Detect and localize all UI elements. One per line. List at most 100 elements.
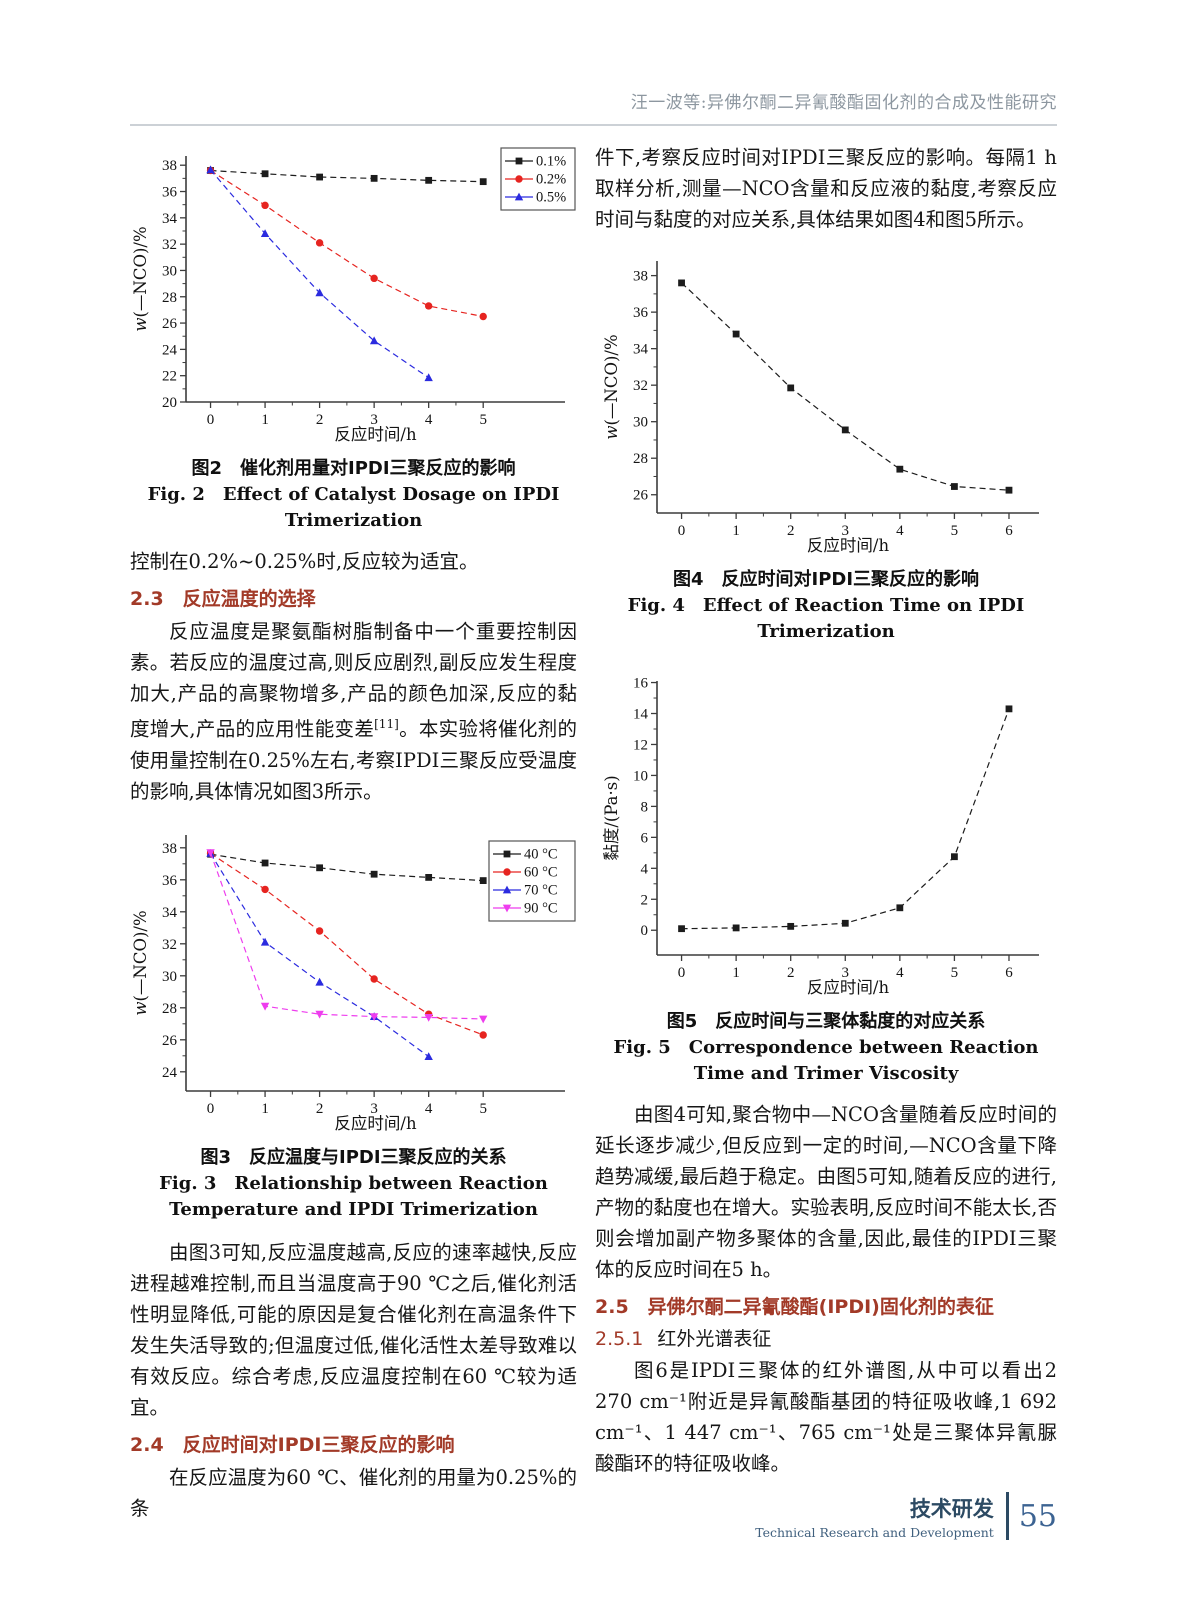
- figure5-caption-en: Fig. 5 Correspondence between Reaction T…: [613, 1037, 1039, 1084]
- svg-text:w(—NCO)/%: w(—NCO)/%: [131, 226, 150, 331]
- svg-text:30: 30: [162, 263, 177, 279]
- svg-text:0: 0: [678, 965, 686, 981]
- svg-text:32: 32: [162, 936, 177, 952]
- svg-text:5: 5: [479, 412, 487, 428]
- svg-text:24: 24: [162, 1064, 178, 1080]
- svg-text:22: 22: [162, 369, 177, 385]
- svg-text:60 °C: 60 °C: [524, 864, 558, 880]
- figure3: 0 1 2 3 4 5 24 26 28 30 32 34 36 38 反应时间/h w(—NCO)/% 40 …: [130, 825, 577, 1223]
- svg-text:34: 34: [633, 342, 649, 358]
- figure4-caption-zh: 图4 反应时间对IPDI三聚反应的影响: [672, 569, 980, 590]
- svg-text:10: 10: [633, 768, 648, 784]
- paragraph: 件下,考察反应时间对IPDI三聚反应的影响。每隔1 h取样分析,测量—NCO含量…: [595, 146, 1057, 231]
- svg-text:26: 26: [162, 316, 178, 332]
- svg-text:90 °C: 90 °C: [524, 900, 558, 916]
- footer-section-zh: 技术研发: [909, 1496, 994, 1521]
- section-heading-2-5: 2.5 异佛尔酮二异氰酸酯(IPDI)固化剂的表征: [595, 1296, 994, 1318]
- svg-text:0: 0: [207, 412, 215, 428]
- svg-text:3: 3: [842, 965, 850, 981]
- svg-text:32: 32: [633, 378, 648, 394]
- svg-text:w(—NCO)/%: w(—NCO)/%: [131, 910, 150, 1015]
- svg-text:16: 16: [633, 676, 649, 692]
- svg-text:w(—NCO)/%: w(—NCO)/%: [602, 334, 621, 439]
- svg-text:反应时间/h: 反应时间/h: [334, 425, 417, 444]
- svg-text:1: 1: [732, 965, 740, 981]
- svg-text:2: 2: [316, 1101, 324, 1117]
- svg-text:38: 38: [162, 158, 177, 174]
- svg-text:24: 24: [162, 342, 178, 358]
- paragraph: 在反应温度为60 ℃、催化剂的用量为0.25%的条: [130, 1465, 577, 1520]
- svg-text:36: 36: [633, 305, 649, 321]
- paragraph-text: 。本实验将催化剂的使用量控制在0.25%左右,考察IPDI三聚反应受温度的影响,…: [130, 717, 577, 803]
- svg-text:32: 32: [162, 237, 177, 253]
- svg-text:2: 2: [787, 965, 795, 981]
- svg-text:2: 2: [641, 892, 649, 908]
- svg-text:12: 12: [633, 737, 648, 753]
- svg-text:20: 20: [162, 395, 177, 411]
- svg-text:40 °C: 40 °C: [524, 846, 558, 862]
- running-title: 汪一波等:异佛尔酮二异氰酸酯固化剂的合成及性能研究: [630, 93, 1057, 113]
- svg-text:3: 3: [370, 1101, 378, 1117]
- figure3-caption-zh: 图3 反应温度与IPDI三聚反应的关系: [200, 1146, 507, 1168]
- two-column-layout: 0 1 2 3 4 5 20 22 24 26 28 30 32 34 36 38 反应时间/h w(—NCO)/…: [130, 142, 1057, 1524]
- svg-text:0: 0: [641, 923, 649, 939]
- figure2-chart: 0 1 2 3 4 520222426283032343638反应时间/hw(—NCO)/…: [131, 147, 576, 444]
- page-number: 55: [1018, 1498, 1057, 1534]
- svg-text:30: 30: [162, 968, 177, 984]
- svg-text:1: 1: [261, 412, 269, 428]
- svg-text:2: 2: [316, 412, 324, 428]
- right-column: 件下,考察反应时间对IPDI三聚反应的影响。每隔1 h取样分析,测量—NCO含量…: [595, 142, 1057, 1524]
- svg-text:30: 30: [633, 415, 648, 431]
- svg-text:0: 0: [678, 523, 686, 539]
- svg-text:3: 3: [370, 412, 378, 428]
- svg-text:36: 36: [162, 185, 178, 201]
- svg-text:3: 3: [842, 523, 850, 539]
- section-heading-2-3: 2.3 反应温度的选择: [130, 588, 316, 610]
- paragraph: 控制在0.2%~0.25%时,反应较为适宜。: [130, 550, 479, 573]
- figure5: 0 1 2 3 4 5 6 0 2 4 6 8 10 12 14 16 反应时间/h 黏度/(Pa·s) 图5 反…: [595, 671, 1057, 1087]
- svg-text:4: 4: [896, 523, 904, 539]
- svg-text:黏度/(Pa·s): 黏度/(Pa·s): [602, 775, 621, 860]
- svg-text:6: 6: [1005, 523, 1013, 539]
- svg-text:4: 4: [641, 861, 649, 877]
- figure4: 0 1 2 3 4 5 6 26 28 30 32 34 36 38 反应时间/h w(—NCO)/% 图4 …: [595, 251, 1057, 645]
- svg-text:4: 4: [425, 1101, 433, 1117]
- svg-text:26: 26: [633, 488, 649, 504]
- svg-text:反应时间/h: 反应时间/h: [807, 536, 890, 555]
- svg-text:28: 28: [162, 290, 177, 306]
- svg-text:5: 5: [479, 1101, 487, 1117]
- subsection-number: 2.5.1: [595, 1328, 644, 1350]
- svg-text:28: 28: [162, 1000, 177, 1016]
- svg-text:14: 14: [633, 707, 649, 723]
- figure3-caption-en: Fig. 3 Relationship between Reaction Tem…: [159, 1172, 548, 1220]
- svg-text:反应时间/h: 反应时间/h: [807, 978, 890, 997]
- section-heading-2-4: 2.4 反应时间对IPDI三聚反应的影响: [130, 1433, 455, 1456]
- svg-text:反应时间/h: 反应时间/h: [334, 1114, 417, 1133]
- svg-text:2: 2: [787, 523, 795, 539]
- svg-text:26: 26: [162, 1032, 178, 1048]
- paragraph-text: 反应温度是聚氨酯树脂制备中一个重要控制因素。若反应的温度过高,则反应剧烈,副反应…: [130, 620, 577, 741]
- svg-text:8: 8: [641, 799, 649, 815]
- footer-section-en: Technical Research and Development: [755, 1524, 994, 1540]
- figure5-caption-zh: 图5 反应时间与三聚体黏度的对应关系: [666, 1011, 986, 1032]
- svg-text:36: 36: [162, 872, 178, 888]
- figure4-caption-en: Fig. 4 Effect of Reaction Time on IPDI T…: [627, 595, 1025, 642]
- svg-text:4: 4: [425, 412, 433, 428]
- figure2-caption-en: Fig. 2 Effect of Catalyst Dosage on IPDI…: [147, 484, 560, 531]
- paragraph: 由图3可知,反应温度越高,反应的速率越快,反应进程越难控制,而且当温度高于90 …: [130, 1240, 577, 1419]
- svg-text:34: 34: [162, 904, 178, 920]
- svg-text:5: 5: [951, 965, 959, 981]
- footer-divider: [1005, 1492, 1009, 1540]
- subsection-title: 红外光谱表征: [657, 1328, 772, 1350]
- svg-text:5: 5: [951, 523, 959, 539]
- svg-text:0.5%: 0.5%: [536, 190, 566, 206]
- svg-text:1: 1: [732, 523, 740, 539]
- svg-text:28: 28: [633, 451, 648, 467]
- svg-text:34: 34: [162, 211, 178, 227]
- citation-11: [11]: [374, 717, 399, 731]
- paragraph: 反应温度是聚氨酯树脂制备中一个重要控制因素。若反应的温度过高,则反应剧烈,副反应…: [130, 616, 577, 807]
- footer-section: 技术研发 Technical Research and Development: [755, 1493, 994, 1540]
- svg-text:6: 6: [641, 830, 649, 846]
